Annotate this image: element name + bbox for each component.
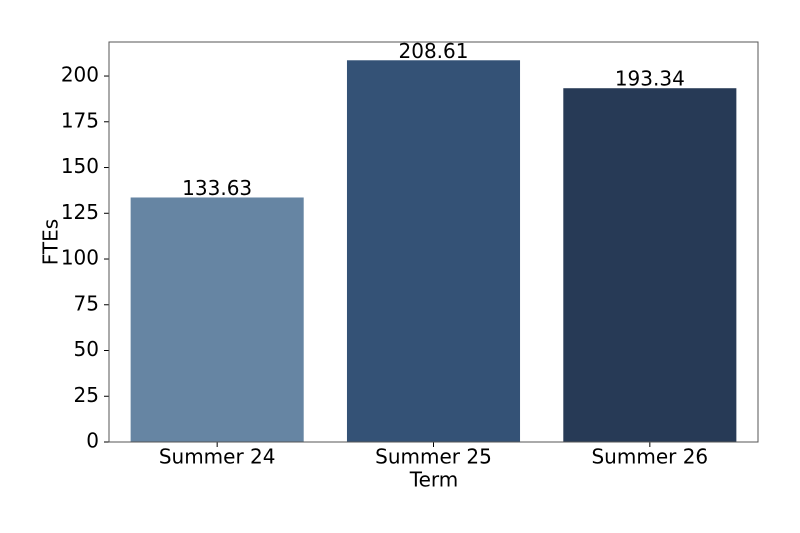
value-label: 193.34 [615, 67, 685, 91]
bar [346, 60, 521, 442]
x-tick-label: Summer 25 [375, 445, 492, 469]
y-tick-label: 200 [61, 63, 99, 87]
value-label: 208.61 [399, 39, 469, 63]
value-label: 133.63 [182, 176, 252, 200]
plot-frame [108, 41, 759, 443]
y-tick-label: 75 [74, 291, 99, 315]
y-tick-label: 0 [86, 429, 99, 453]
y-tick-label: 50 [74, 337, 99, 361]
y-tick-label: 125 [61, 200, 99, 224]
y-tick-label: 100 [61, 246, 99, 270]
bar [563, 88, 737, 443]
bar [130, 197, 304, 442]
y-tick-label: 175 [61, 108, 99, 132]
x-tick-label: Summer 26 [591, 445, 708, 469]
y-axis-label: FTEs [39, 219, 63, 265]
x-axis-label: Term [409, 468, 458, 492]
y-tick-label: 25 [74, 383, 99, 407]
x-tick-label: Summer 24 [159, 445, 276, 469]
y-tick-label: 150 [61, 154, 99, 178]
